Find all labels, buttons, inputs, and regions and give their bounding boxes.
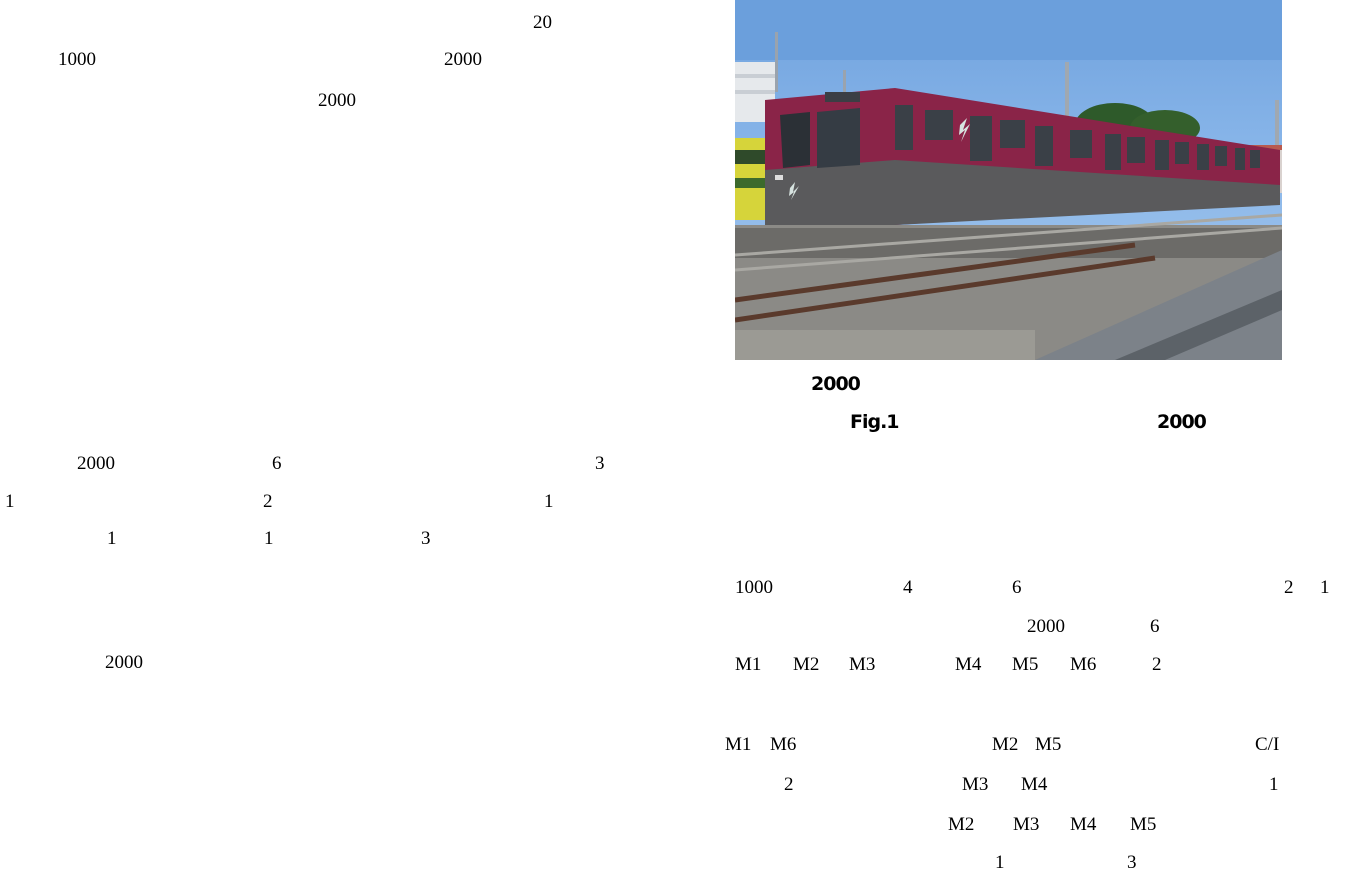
text-number: 1	[1320, 577, 1330, 598]
text-number: 2000	[77, 453, 115, 474]
car-label: M4	[1021, 774, 1048, 795]
car-label: M1	[735, 654, 762, 675]
car-label: M4	[955, 654, 982, 675]
car-label: M2	[793, 654, 820, 675]
car-label: M5	[1012, 654, 1039, 675]
text-number: 4	[903, 577, 913, 598]
ci-label: C/I	[1255, 734, 1280, 755]
text-number: 1	[544, 491, 554, 512]
text-number: 2000	[318, 90, 356, 111]
figure-label: Fig.1	[850, 411, 900, 433]
car-label: M4	[1070, 814, 1097, 835]
text-number: 1000	[735, 577, 773, 598]
car-label: M5	[1130, 814, 1157, 835]
text-number: 1	[264, 528, 274, 549]
text-number: 1	[107, 528, 117, 549]
text-number: 1	[5, 491, 15, 512]
text-number: 1	[1269, 774, 1279, 795]
car-label: M2	[948, 814, 975, 835]
text-number: 3	[595, 453, 605, 474]
text-number: 3	[421, 528, 431, 549]
car-label: M3	[849, 654, 876, 675]
car-label: M3	[962, 774, 989, 795]
text-number: 2	[1152, 654, 1162, 675]
car-label: M6	[770, 734, 797, 755]
train-illustration	[735, 0, 1282, 360]
text-number: 2	[1284, 577, 1294, 598]
text-number: 1	[995, 852, 1005, 873]
text-number: 1000	[58, 49, 96, 70]
figure-caption-value: 2000	[1157, 411, 1207, 433]
car-label: M3	[1013, 814, 1040, 835]
text-number: 6	[1012, 577, 1022, 598]
text-number: 2	[784, 774, 794, 795]
text-number: 6	[1150, 616, 1160, 637]
train-photo	[735, 0, 1282, 360]
car-label: M1	[725, 734, 752, 755]
text-number: 20	[533, 12, 552, 33]
text-number: 2000	[1027, 616, 1065, 637]
car-label: M2	[992, 734, 1019, 755]
car-label: M5	[1035, 734, 1062, 755]
text-number: 2	[263, 491, 273, 512]
text-number: 6	[272, 453, 282, 474]
car-label: M6	[1070, 654, 1097, 675]
text-number: 3	[1127, 852, 1137, 873]
figure-caption-jp: 2000	[811, 373, 861, 395]
text-number: 2000	[444, 49, 482, 70]
text-number: 2000	[105, 652, 143, 673]
